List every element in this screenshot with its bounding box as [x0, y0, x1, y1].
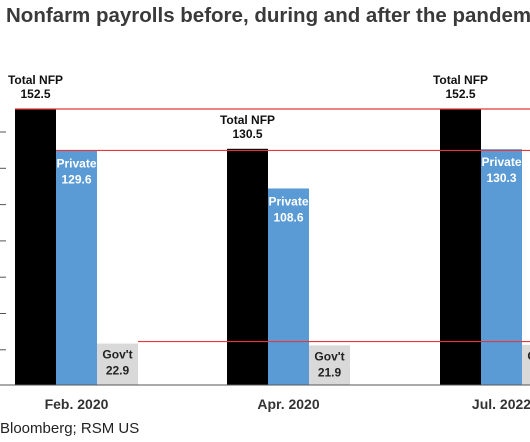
total-value-label: 152.5	[445, 87, 475, 101]
category-label: Feb. 2020	[45, 396, 109, 412]
private-series-label: Private	[481, 155, 521, 169]
private-series-label: Private	[268, 194, 308, 208]
total-series-label: Total NFP	[8, 73, 63, 87]
total-bar	[15, 109, 56, 385]
private-series-label: Private	[56, 156, 96, 170]
govt-bar	[97, 343, 138, 385]
total-bar	[227, 148, 268, 385]
private-bar	[268, 188, 309, 385]
category-label: Apr. 2020	[257, 396, 319, 412]
govt-series-label: Gov't	[102, 348, 132, 362]
reference-lines	[15, 108, 530, 343]
private-value-label: 108.6	[273, 210, 303, 224]
private-bar	[481, 149, 522, 385]
category-label: Jul. 2022	[472, 396, 530, 412]
total-bar	[440, 109, 481, 385]
total-value-label: 152.5	[20, 87, 50, 101]
govt-bar	[522, 344, 530, 385]
govt-value-label: 21.9	[318, 365, 342, 379]
govt-bar	[309, 345, 350, 385]
govt-series-label: Gov't	[527, 349, 530, 363]
source-note: Bloomberg; RSM US	[0, 420, 140, 437]
total-value-label: 130.5	[232, 127, 262, 141]
category-labels: Feb. 2020 Apr. 2020 Jul. 2022	[45, 396, 530, 412]
private-value-label: 130.3	[486, 171, 516, 185]
private-value-label: 129.6	[61, 172, 91, 186]
chart-title: Nonfarm payrolls before, during and afte…	[6, 4, 530, 27]
total-series-label: Total NFP	[220, 113, 275, 127]
bars	[0, 109, 530, 386]
govt-value-label: 22.9	[106, 364, 130, 378]
govt-series-label: Gov't	[314, 349, 344, 363]
y-axis-ticks	[0, 131, 6, 351]
private-bar	[56, 150, 97, 385]
total-series-label: Total NFP	[433, 73, 488, 87]
